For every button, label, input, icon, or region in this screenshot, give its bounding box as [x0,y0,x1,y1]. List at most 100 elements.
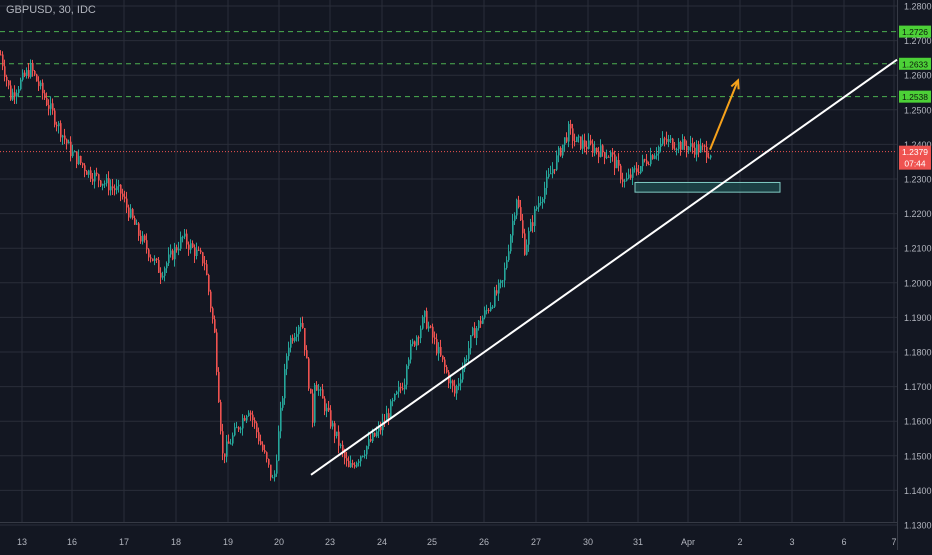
candle-body [426,310,428,329]
candle-body [208,274,210,292]
ascending-trendline[interactable] [310,58,898,476]
candle-body [76,151,78,165]
candle-body [640,166,642,173]
candle-body [98,174,100,181]
candle-body [510,235,512,252]
candle-body [432,326,434,338]
candle-body [146,240,148,250]
candle-body [10,85,12,100]
candle-body [582,140,584,149]
candle-body [548,173,550,177]
candle-body [292,337,294,341]
y-tick-label: 1.2400 [904,140,932,150]
candle-body [586,146,588,149]
candle-body [126,198,128,208]
candle-body [262,444,264,451]
candle-body [486,309,488,311]
candle-body [74,151,76,153]
candle-body [536,207,538,210]
x-tick-label: 7 [891,537,896,547]
candle-body [254,420,256,424]
candle-body [558,147,560,156]
candle-body [190,243,192,250]
candle-body [278,431,280,461]
candle-body [186,233,188,245]
candle-body [310,388,312,394]
candle-body [174,247,176,260]
candle-body [124,196,126,199]
candle-body [344,450,346,459]
candle-body [490,306,492,311]
candle-body [240,428,242,430]
support-zone-box[interactable] [634,181,781,193]
candle-body [356,462,358,467]
candle-body [384,420,386,422]
candle-body [668,139,670,142]
candle-body [250,412,252,415]
candle-body [200,250,202,253]
candle-body [18,89,20,93]
candle-body [442,355,444,360]
candle-body [476,328,478,338]
level-price-text: 1.2538 [902,92,928,102]
candle-body [424,310,426,317]
x-tick-label: 19 [223,537,233,547]
candle-body [638,171,640,173]
candle-body [66,139,68,144]
symbol-title: GBPUSD, 30, IDC [6,4,96,16]
projection-arrow-shaft[interactable] [709,80,739,150]
candle-body [516,199,518,216]
candle-body [554,169,556,171]
candle-body [148,249,150,258]
candle-body [226,441,228,457]
candle-body [68,141,70,144]
y-tick-label: 1.2200 [904,209,932,219]
candle-body [562,144,564,156]
candle-body [690,143,692,147]
candle-body [588,140,590,149]
candle-body [664,138,666,140]
candle-body [264,450,266,453]
candle-body [136,223,138,225]
candle-body [498,282,500,294]
candle-body [166,263,168,269]
candle-body [106,178,108,184]
candle-body [286,356,288,370]
candle-body [242,418,244,429]
candle-body [232,435,234,444]
candle-body [326,407,328,412]
candle-body [246,416,248,421]
x-tick-label: 23 [325,537,335,547]
candle-body [656,153,658,156]
candle-body [436,339,438,354]
y-tick-label: 1.1400 [904,486,932,496]
candle-body [330,410,332,427]
candle-body [456,386,458,394]
candle-body [480,320,482,324]
candle-body [514,215,516,221]
candle-body [540,202,542,204]
candle-body [584,140,586,147]
candle-body [288,347,290,357]
candle-body [504,267,506,281]
x-tick-label: 27 [531,537,541,547]
candle-body [472,328,474,336]
candle-body [302,322,304,329]
candle-body [322,389,324,399]
candle-body [576,136,578,142]
candle-body [560,147,562,156]
candle-body [102,183,104,186]
candle-body [58,123,60,127]
candle-body [430,326,432,328]
candle-body [612,152,614,155]
candle-body [222,431,224,454]
candle-body [674,148,676,150]
candle-body [42,82,44,94]
candle-body [6,76,8,81]
candle-body [534,209,536,227]
candle-body [140,235,142,242]
level-price-text: 1.2726 [902,27,928,37]
candle-body [388,413,390,418]
